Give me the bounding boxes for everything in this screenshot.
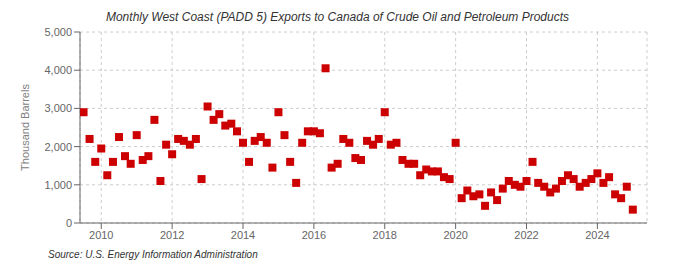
svg-text:2024: 2024 bbox=[585, 229, 609, 241]
html-text:Monthly West Coast (PADD 5) Ex: Monthly West Coast (PADD 5) Exports to C… bbox=[106, 10, 569, 24]
svg-text:2022: 2022 bbox=[514, 229, 538, 241]
svg-text:2016: 2016 bbox=[302, 229, 326, 241]
html-text:Source: U.S. Energy Informatio: Source: U.S. Energy Information Administ… bbox=[48, 249, 258, 260]
svg-text:2020: 2020 bbox=[443, 229, 467, 241]
svg-text:Thousand Barrels: Thousand Barrels bbox=[19, 84, 31, 171]
svg-text:2018: 2018 bbox=[373, 229, 397, 241]
svg-text:2014: 2014 bbox=[231, 229, 255, 241]
svg-text:4,000: 4,000 bbox=[44, 64, 72, 76]
svg-text:2010: 2010 bbox=[89, 229, 113, 241]
svg-text:3,000: 3,000 bbox=[44, 102, 72, 114]
svg-text:0: 0 bbox=[66, 217, 72, 229]
svg-text:2012: 2012 bbox=[160, 229, 184, 241]
svg-text:1,000: 1,000 bbox=[44, 179, 72, 191]
svg-text:5,000: 5,000 bbox=[44, 26, 72, 38]
svg-text:2,000: 2,000 bbox=[44, 141, 72, 153]
